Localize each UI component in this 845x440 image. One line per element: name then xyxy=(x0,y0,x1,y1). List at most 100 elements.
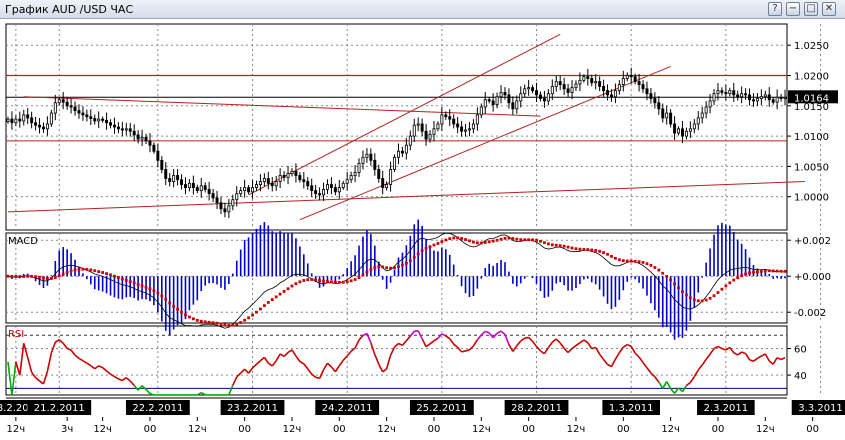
candle-body xyxy=(728,90,732,95)
macd-signal-point xyxy=(113,274,116,278)
candle xyxy=(349,171,353,184)
candle xyxy=(357,158,361,177)
macd-signal-point xyxy=(562,244,566,248)
macd-signal-point xyxy=(688,296,692,300)
candle-body xyxy=(144,136,148,142)
rsi-line-segment xyxy=(118,378,123,382)
candle xyxy=(45,116,49,136)
candle-body xyxy=(479,106,483,116)
candle-body xyxy=(519,93,523,102)
candle-body xyxy=(523,88,527,95)
candle-body xyxy=(341,182,345,188)
candle-body xyxy=(408,135,412,146)
candle-body xyxy=(491,100,495,105)
candle-body xyxy=(511,102,515,110)
hour-label: 12ч xyxy=(377,424,396,435)
macd-signal-point xyxy=(783,269,787,273)
candle-body xyxy=(677,128,681,134)
candle xyxy=(152,142,156,154)
rsi-line-segment xyxy=(607,363,612,368)
candle xyxy=(669,109,673,128)
macd-signal-point xyxy=(720,287,724,291)
macd-signal-point xyxy=(582,248,586,251)
rsi-line-segment xyxy=(342,355,348,361)
candle-body xyxy=(629,75,633,78)
candle-body xyxy=(93,118,97,122)
macd-signal-point xyxy=(164,297,168,301)
candle-body xyxy=(471,123,475,130)
rsi-line-segment xyxy=(729,346,735,354)
candle xyxy=(767,87,771,107)
price-tick-label: 1.0150 xyxy=(794,102,829,113)
candle-body xyxy=(148,140,152,146)
macd-signal-point xyxy=(132,281,136,285)
candle-body xyxy=(594,81,598,84)
rsi-line-segment xyxy=(626,343,632,348)
price-tick-label: 1.0000 xyxy=(794,193,829,204)
rsi-line-segment xyxy=(540,350,545,355)
trendline xyxy=(23,96,541,117)
candle-body xyxy=(369,153,373,161)
candle xyxy=(6,116,10,124)
rsi-line-segment xyxy=(228,384,234,396)
macd-signal-point xyxy=(397,265,400,268)
candle xyxy=(606,84,610,101)
macd-signal-point xyxy=(117,276,120,279)
candle xyxy=(464,124,468,137)
candle-body xyxy=(412,124,416,137)
candle-body xyxy=(136,134,140,140)
macd-signal-point xyxy=(468,239,471,243)
candle xyxy=(333,183,337,196)
macd-signal-point xyxy=(247,316,250,320)
rsi-line-segment xyxy=(98,365,103,369)
rsi-line-segment xyxy=(267,362,273,367)
candle xyxy=(278,168,282,188)
macd-signal-point xyxy=(767,269,771,273)
candle-body xyxy=(625,75,629,79)
candle xyxy=(377,164,381,183)
maximize-button[interactable]: □ xyxy=(804,2,818,16)
macd-signal-point xyxy=(775,269,779,273)
rsi-line-segment xyxy=(263,356,269,364)
minimize-button[interactable]: − xyxy=(786,2,800,16)
candle-body xyxy=(132,130,136,136)
macd-signal-point xyxy=(18,275,22,279)
candle-body xyxy=(680,128,684,137)
rsi-line-segment xyxy=(425,343,431,348)
rsi-line-segment xyxy=(441,333,447,337)
rsi-line-segment xyxy=(665,381,672,390)
candle xyxy=(203,182,207,193)
candle xyxy=(199,177,203,198)
candle-body xyxy=(124,128,128,131)
macd-signal-point xyxy=(763,269,767,273)
macd-signal-point xyxy=(511,237,515,240)
rsi-line-segment xyxy=(137,385,143,391)
rsi-line-segment xyxy=(602,359,609,366)
candle-body xyxy=(164,169,168,179)
candle xyxy=(341,180,345,190)
candle-body xyxy=(294,170,298,176)
rsi-line-segment xyxy=(567,347,573,354)
candle xyxy=(345,171,349,191)
candle xyxy=(160,156,164,174)
help-button[interactable]: ? xyxy=(768,2,782,16)
candle xyxy=(353,164,357,183)
trendline xyxy=(7,181,805,213)
candle xyxy=(219,196,223,215)
candle xyxy=(254,180,258,192)
candle-body xyxy=(361,156,365,164)
macd-signal-point xyxy=(685,293,688,297)
rsi-line-segment xyxy=(279,353,285,358)
rsi-line-segment xyxy=(358,334,364,341)
candle-body xyxy=(353,172,357,176)
candle xyxy=(211,188,215,203)
date-label-badge xyxy=(27,400,92,415)
hour-label: 00 xyxy=(806,424,819,435)
macd-signal-point xyxy=(653,266,657,269)
macd-signal-point xyxy=(574,247,578,251)
candle xyxy=(396,143,400,165)
candle xyxy=(424,123,428,146)
rsi-line-segment xyxy=(251,363,258,369)
close-button[interactable]: ✕ xyxy=(822,2,836,16)
candle xyxy=(235,186,239,207)
